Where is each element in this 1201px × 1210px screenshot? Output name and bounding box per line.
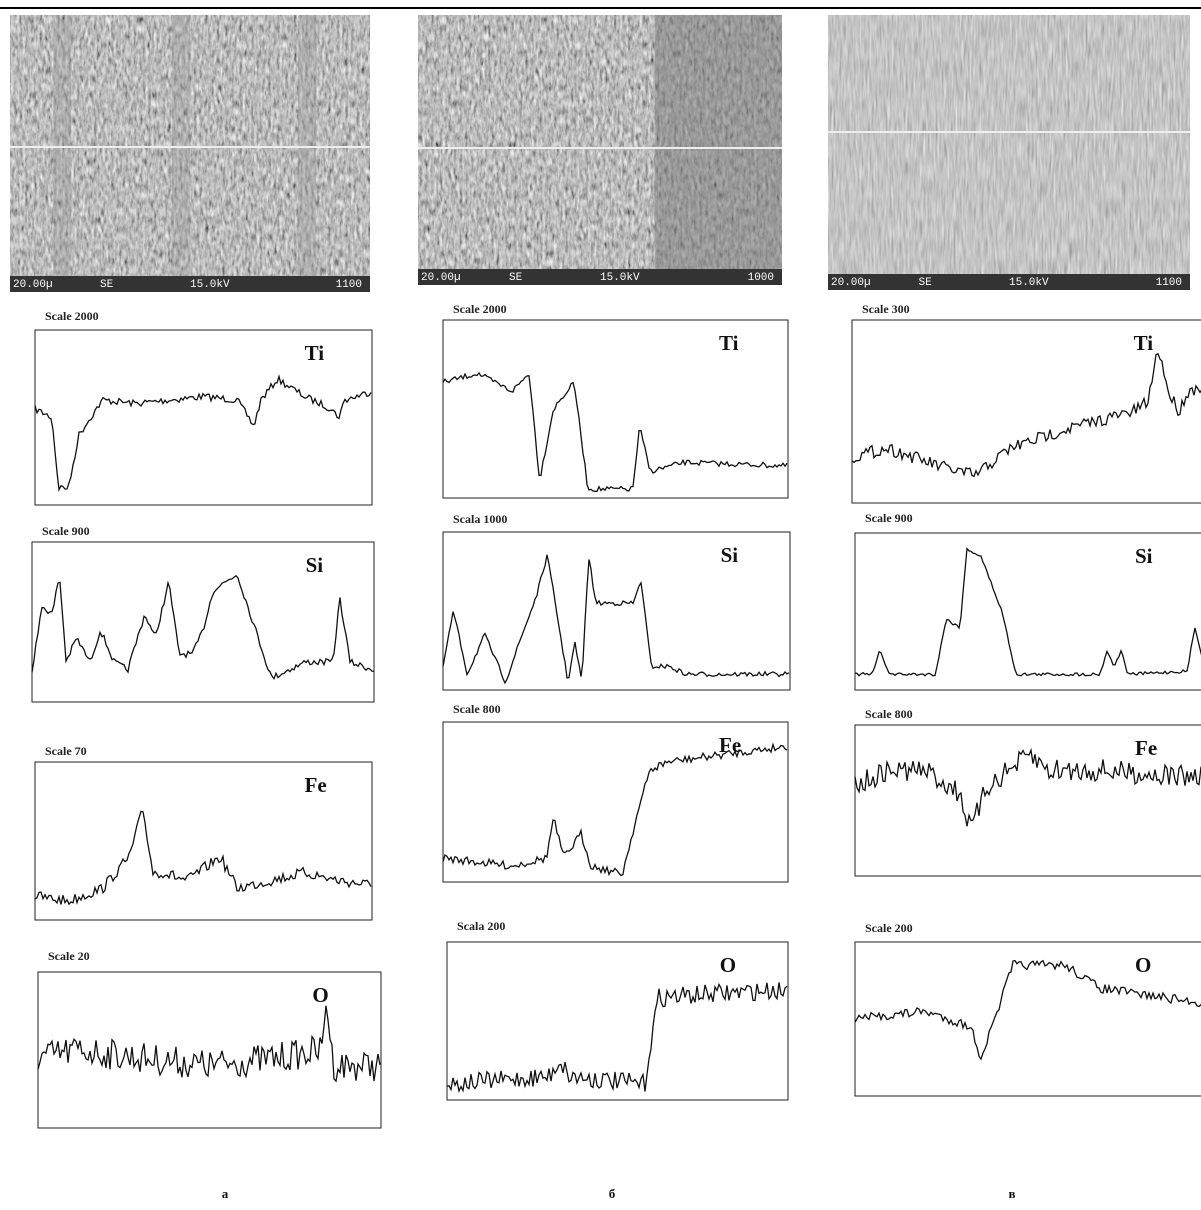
panel-label: а	[222, 1186, 229, 1201]
scale-label: Scale 20	[48, 949, 90, 963]
scale-label: Scale 70	[45, 744, 87, 758]
profile-trace	[851, 352, 1201, 478]
voltage: 15.0kV	[600, 272, 640, 284]
detector: SE	[919, 277, 933, 289]
profile-trace	[854, 547, 1201, 677]
profile-trace	[442, 742, 788, 877]
scale-label: Scale 300	[862, 302, 910, 316]
profile-trace	[34, 374, 372, 492]
profile-trace	[854, 959, 1201, 1061]
voltage: 15.0kV	[190, 279, 230, 291]
panel-label: в	[1008, 1186, 1015, 1201]
sem-image	[10, 15, 370, 292]
sem-band	[172, 15, 190, 276]
scale-label: Scala 1000	[453, 512, 507, 526]
sem-bar	[418, 269, 782, 285]
element-label: Fe	[305, 773, 327, 797]
scale-label: Scale 200	[865, 921, 913, 935]
scale-bar: 20.00µ	[421, 272, 461, 284]
element-label: Fe	[1135, 736, 1157, 760]
voltage: 15.0kV	[1009, 277, 1049, 289]
profile-trace	[37, 1005, 381, 1083]
scale-label: Scale 2000	[453, 302, 507, 316]
profile-box	[442, 531, 791, 691]
profile-trace	[31, 574, 375, 681]
element-label: O	[1135, 953, 1151, 977]
scale-label: Scale 900	[865, 511, 913, 525]
sem-bar	[828, 274, 1190, 290]
profile-box	[854, 941, 1201, 1097]
profile-trace	[34, 810, 372, 906]
magnification: 1100	[1156, 277, 1182, 289]
element-label: Ti	[305, 341, 325, 365]
element-label: Si	[1135, 544, 1153, 568]
profile-box	[854, 532, 1201, 691]
element-label: O	[312, 983, 328, 1007]
magnification: 1000	[748, 272, 774, 284]
profile-box	[851, 319, 1201, 504]
element-label: Si	[721, 543, 739, 567]
profile-box	[446, 941, 789, 1101]
sem-bar	[10, 276, 370, 292]
scale-label: Scale 900	[42, 524, 90, 538]
element-label: Si	[306, 553, 324, 577]
scale-label: Scale 2000	[45, 309, 99, 323]
element-label: O	[720, 953, 736, 977]
element-label: Ti	[719, 331, 739, 355]
element-label: Ti	[1134, 331, 1154, 355]
scale-bar: 20.00µ	[13, 279, 53, 291]
scale-label: Scala 200	[457, 919, 505, 933]
sem-image	[828, 15, 1190, 290]
scale-label: Scale 800	[865, 707, 913, 721]
scale-bar: 20.00µ	[831, 277, 871, 289]
profile-trace	[854, 747, 1201, 827]
scale-label: Scale 800	[453, 702, 501, 716]
profile-box	[34, 329, 373, 506]
profile-box	[31, 541, 375, 703]
profile-trace	[446, 982, 788, 1093]
profile-trace	[442, 554, 790, 685]
sem-region	[654, 15, 782, 269]
sem-band	[298, 15, 316, 276]
profile-box	[442, 319, 789, 499]
profile-box	[37, 971, 382, 1129]
profile-box	[442, 721, 789, 883]
profile-box	[854, 724, 1201, 877]
sem-band	[53, 15, 72, 276]
panel-label: б	[609, 1186, 616, 1201]
detector: SE	[100, 279, 114, 291]
profile-box	[34, 761, 373, 921]
magnification: 1100	[336, 279, 362, 291]
element-label: Fe	[719, 733, 741, 757]
detector: SE	[509, 272, 523, 284]
profile-trace	[442, 371, 788, 492]
